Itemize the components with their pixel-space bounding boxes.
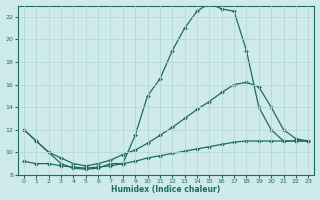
X-axis label: Humidex (Indice chaleur): Humidex (Indice chaleur)	[111, 185, 221, 194]
